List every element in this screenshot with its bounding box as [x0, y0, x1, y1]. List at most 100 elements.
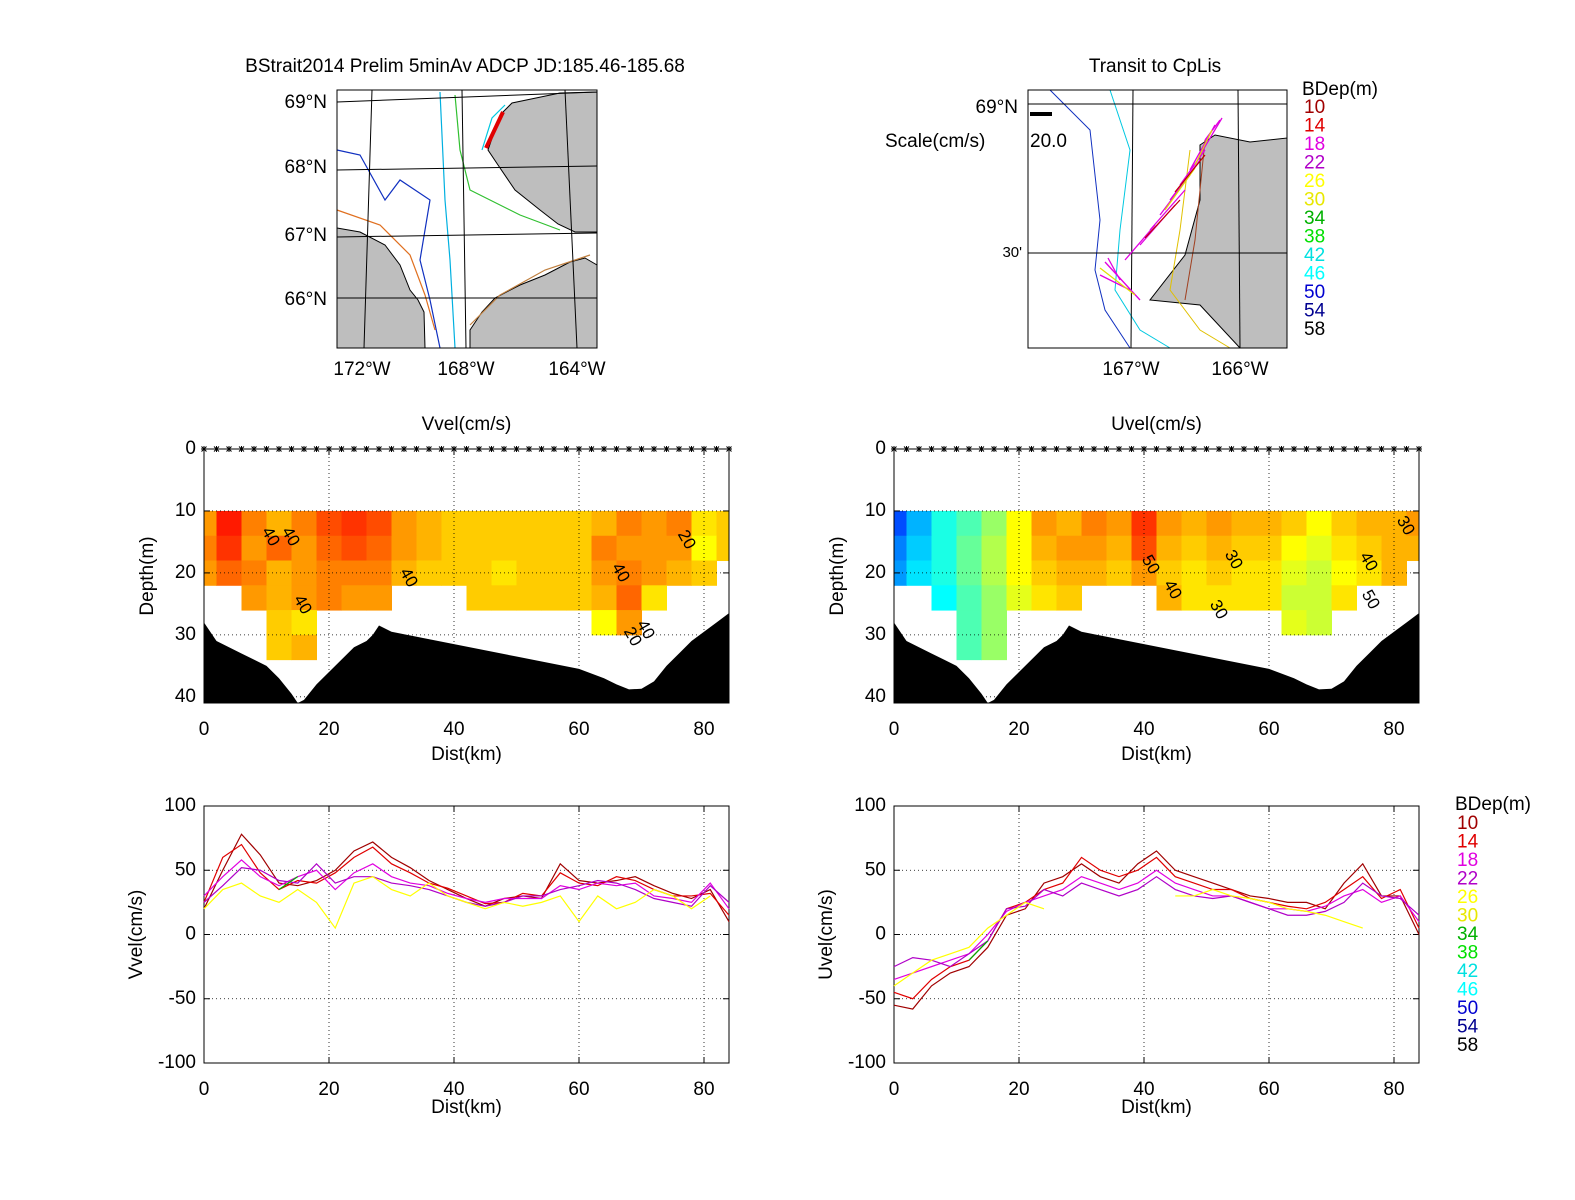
- y-tick-label: 40: [175, 686, 196, 707]
- x-tick-label: 60: [1258, 1079, 1279, 1100]
- contour-cell: [341, 510, 367, 537]
- longitude-label: 172°W: [333, 359, 390, 380]
- y-tick-label: -100: [158, 1052, 196, 1073]
- legend-label: 46: [1304, 264, 1325, 285]
- contour-cell: [591, 585, 617, 611]
- contour-cell: [1131, 535, 1157, 562]
- legend-title: BDep(m): [1455, 794, 1531, 815]
- contour-cell: [1406, 510, 1419, 537]
- contour-cell: [241, 535, 267, 562]
- contour-cell: [291, 610, 317, 636]
- contour-cell: [956, 585, 982, 611]
- contour-cell: [1056, 535, 1082, 562]
- contour-cell: [291, 535, 317, 562]
- contour-cell: [366, 510, 392, 537]
- contour-cell: [241, 510, 267, 537]
- contour-cell: [1181, 535, 1207, 562]
- contour-cell: [641, 560, 667, 586]
- contour-cell: [541, 510, 567, 537]
- graticule: [1237, 89, 1241, 349]
- stick: [1149, 189, 1186, 231]
- contour-cell: [1356, 560, 1382, 586]
- legend-label: 26: [1304, 171, 1325, 192]
- isobath: [1109, 89, 1171, 349]
- map-frame: [1027, 89, 1288, 349]
- contour-cell: [466, 560, 492, 586]
- contour-cell: [266, 510, 292, 537]
- contour-cell: [466, 510, 492, 537]
- latitude-label: 30': [1002, 244, 1022, 261]
- contour-cell: [1131, 510, 1157, 537]
- contour-cell: [291, 585, 317, 611]
- legend-label: 34: [1457, 924, 1479, 945]
- contour-cell: [204, 560, 217, 586]
- legend-label: 38: [1304, 227, 1325, 248]
- contour-cell: [1031, 510, 1057, 537]
- legend-label: 58: [1457, 1035, 1478, 1056]
- contour-cell: [291, 510, 317, 537]
- plot-frame: [203, 448, 730, 704]
- contour-cell: [1056, 510, 1082, 537]
- x-tick-label: 0: [889, 1079, 900, 1100]
- contour-cell: [956, 535, 982, 562]
- y-tick-label: 100: [854, 795, 886, 816]
- contour-cell: [1031, 535, 1057, 562]
- contour-cell: [1256, 535, 1282, 562]
- graticule: [1130, 89, 1134, 349]
- contour-cell: [566, 510, 592, 537]
- contour-cell: [691, 510, 717, 537]
- contour-cell: [666, 535, 692, 562]
- scale-value: 20.0: [1030, 131, 1067, 152]
- legend-label: 10: [1457, 813, 1478, 834]
- series-line: [893, 850, 1420, 1010]
- contour-cell: [1156, 560, 1182, 586]
- y-axis-label: Depth(m): [827, 536, 848, 615]
- x-tick-label: 40: [443, 719, 464, 740]
- y-tick-label: 100: [164, 795, 196, 816]
- isobath: [336, 149, 441, 349]
- x-tick-label: 80: [1383, 719, 1404, 740]
- x-tick-label: 60: [1258, 719, 1279, 740]
- latitude-label: 68°N: [285, 157, 327, 178]
- legend-label: 14: [1304, 116, 1326, 137]
- contour-cell: [1356, 510, 1382, 537]
- contour-cell: [666, 510, 692, 537]
- x-tick-label: 0: [199, 1079, 210, 1100]
- contour-cell: [266, 560, 292, 586]
- contour-cell: [1206, 585, 1232, 611]
- contour-cell: [266, 634, 292, 661]
- legend-label: 30: [1304, 190, 1325, 211]
- isobath: [454, 94, 561, 231]
- contour-cell: [1031, 585, 1057, 611]
- contour-cell: [1006, 510, 1032, 537]
- longitude-label: 168°W: [437, 359, 494, 380]
- isobath: [469, 254, 591, 326]
- x-tick-label: 20: [318, 1079, 339, 1100]
- y-tick-label: 40: [865, 686, 886, 707]
- stick: [1174, 154, 1206, 193]
- y-tick-label: 0: [185, 438, 196, 459]
- contour-cell: [491, 535, 517, 562]
- x-tick-label: 20: [318, 719, 339, 740]
- plot-frame: [893, 448, 1420, 704]
- contour-cell: [204, 510, 217, 537]
- contour-cell: [366, 535, 392, 562]
- x-tick-label: 60: [568, 719, 589, 740]
- x-tick-label: 40: [1133, 1079, 1154, 1100]
- x-axis-label: Dist(km): [431, 1097, 502, 1118]
- contour-cell: [1306, 610, 1332, 636]
- legend-label: 50: [1457, 998, 1478, 1019]
- contour-cell: [1331, 535, 1357, 562]
- contour-cell: [1006, 535, 1032, 562]
- isobath: [481, 104, 506, 151]
- stick: [1164, 167, 1196, 211]
- contour-cell: [1181, 510, 1207, 537]
- contour-cell: [316, 510, 342, 537]
- y-tick-label: -100: [848, 1052, 886, 1073]
- contour-cell: [1156, 585, 1182, 611]
- legend-label: 22: [1457, 869, 1478, 890]
- contour-cell: [1056, 585, 1082, 611]
- contour-cell: [1031, 560, 1057, 586]
- contour-cell: [1256, 510, 1282, 537]
- contour-cell: [1156, 535, 1182, 562]
